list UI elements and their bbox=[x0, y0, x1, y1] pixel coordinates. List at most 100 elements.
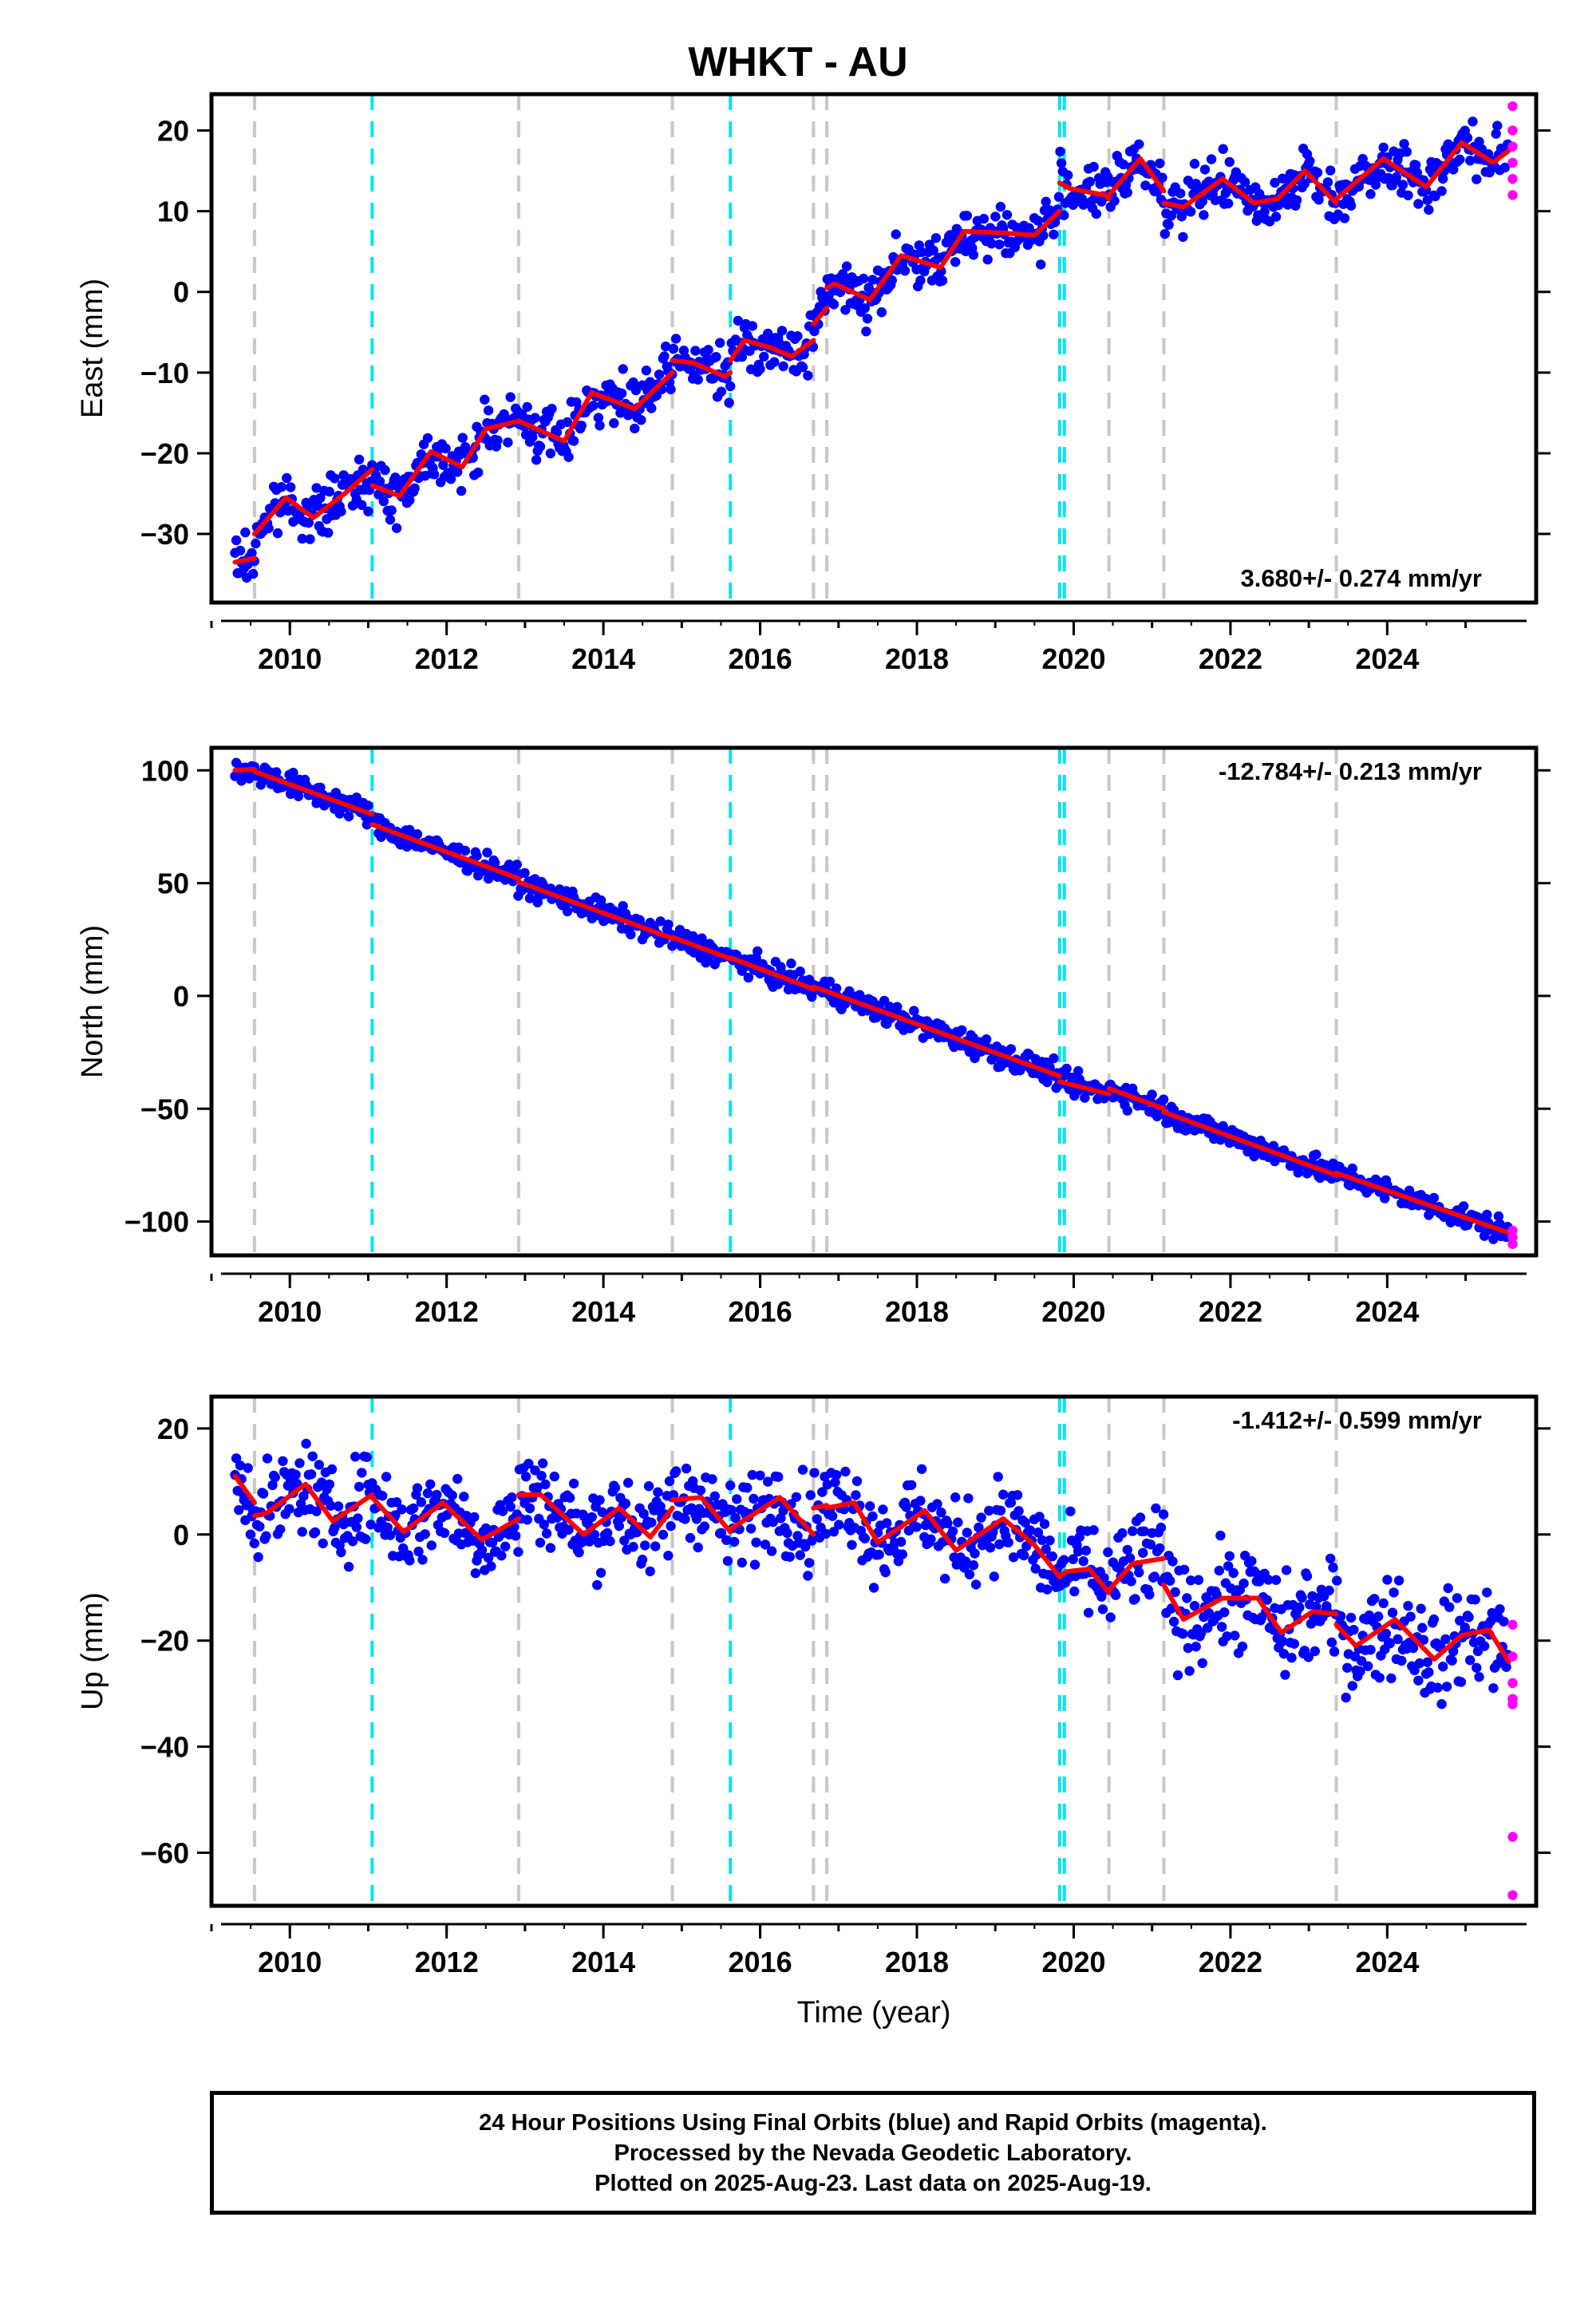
position-point bbox=[1347, 1163, 1358, 1174]
position-point bbox=[655, 916, 666, 927]
position-point bbox=[311, 1506, 322, 1517]
plot-area bbox=[230, 94, 1518, 603]
position-point bbox=[253, 1551, 263, 1563]
model-fit-line bbox=[1057, 1079, 1112, 1097]
position-point bbox=[531, 455, 542, 465]
position-point bbox=[460, 845, 471, 856]
position-point bbox=[1474, 1672, 1484, 1682]
position-point bbox=[595, 1567, 606, 1579]
position-point bbox=[378, 496, 389, 507]
position-point bbox=[587, 1512, 597, 1523]
position-point bbox=[412, 1483, 423, 1493]
position-point bbox=[1167, 1556, 1178, 1567]
position-point bbox=[409, 483, 420, 493]
position-point bbox=[405, 824, 415, 836]
x-tick-label: 2016 bbox=[729, 642, 792, 675]
position-point bbox=[1184, 1666, 1195, 1676]
position-point bbox=[1409, 1665, 1420, 1676]
position-point bbox=[282, 472, 292, 484]
model-fit-line bbox=[1333, 1170, 1511, 1235]
position-point bbox=[382, 1522, 393, 1533]
position-point bbox=[1455, 1615, 1465, 1626]
position-point bbox=[251, 538, 261, 549]
y-axis-label: North (mm) bbox=[76, 925, 109, 1078]
position-point bbox=[998, 1489, 1009, 1500]
position-point bbox=[947, 1526, 958, 1537]
position-point bbox=[1078, 1556, 1088, 1567]
position-point bbox=[385, 515, 396, 525]
position-point bbox=[1294, 1602, 1305, 1613]
position-point bbox=[1105, 1612, 1116, 1622]
position-point bbox=[1448, 164, 1459, 175]
position-point bbox=[522, 1515, 532, 1525]
position-point bbox=[751, 1537, 761, 1547]
position-point bbox=[1179, 1564, 1190, 1575]
position-point bbox=[609, 418, 619, 429]
position-point bbox=[646, 1517, 657, 1528]
model-fit-line bbox=[369, 418, 521, 499]
position-point bbox=[530, 1465, 540, 1476]
x-tick-label: 2018 bbox=[885, 1295, 949, 1328]
position-point bbox=[1482, 1209, 1492, 1220]
position-point bbox=[293, 791, 304, 801]
position-point bbox=[831, 983, 842, 994]
x-tick-label: 2022 bbox=[1199, 642, 1262, 675]
position-point bbox=[776, 326, 788, 336]
position-point bbox=[323, 528, 334, 538]
position-point bbox=[297, 533, 307, 544]
position-point bbox=[538, 1458, 548, 1468]
position-point bbox=[500, 1541, 511, 1552]
position-point bbox=[334, 808, 345, 819]
position-point bbox=[1084, 176, 1096, 187]
position-point bbox=[1470, 1595, 1480, 1605]
position-point bbox=[545, 1543, 556, 1553]
position-point bbox=[1328, 1563, 1338, 1573]
position-point bbox=[961, 1556, 971, 1567]
position-point bbox=[1003, 1537, 1013, 1548]
y-tick-label: −30 bbox=[140, 518, 189, 551]
position-point bbox=[1134, 139, 1144, 149]
x-tick-label: 2014 bbox=[571, 642, 635, 675]
position-point bbox=[650, 1541, 661, 1551]
position-point bbox=[928, 245, 938, 255]
position-point bbox=[620, 1498, 631, 1509]
position-point bbox=[1005, 1044, 1017, 1054]
position-point bbox=[824, 976, 836, 987]
position-point bbox=[324, 486, 334, 497]
position-point bbox=[416, 449, 426, 460]
position-point bbox=[503, 437, 513, 448]
position-point bbox=[782, 1528, 792, 1539]
position-point bbox=[1501, 1662, 1511, 1672]
position-point bbox=[1145, 1539, 1156, 1550]
caption-line-1: 24 Hour Positions Using Final Orbits (bl… bbox=[479, 2109, 1267, 2136]
position-point bbox=[867, 275, 878, 285]
y-tick-label: 0 bbox=[173, 276, 189, 309]
position-point bbox=[1078, 200, 1088, 210]
position-point bbox=[1151, 1503, 1161, 1514]
position-point bbox=[906, 1480, 917, 1491]
position-point bbox=[1486, 1616, 1496, 1626]
position-point bbox=[482, 848, 492, 858]
position-point bbox=[769, 357, 780, 367]
position-point bbox=[812, 1514, 822, 1524]
position-point bbox=[595, 1495, 605, 1505]
y-tick-label: 20 bbox=[157, 115, 189, 148]
position-point bbox=[693, 1542, 703, 1553]
position-point bbox=[1080, 1545, 1092, 1556]
position-point bbox=[420, 1529, 430, 1539]
position-point bbox=[1080, 1093, 1090, 1103]
position-point bbox=[1168, 1616, 1179, 1627]
position-point bbox=[398, 1543, 409, 1554]
position-point bbox=[522, 401, 532, 413]
y-tick-label: 100 bbox=[141, 754, 189, 787]
position-point bbox=[1332, 1575, 1342, 1586]
position-point bbox=[1499, 162, 1511, 173]
position-point bbox=[1219, 1607, 1230, 1618]
position-point bbox=[681, 1463, 692, 1474]
position-point bbox=[828, 1511, 838, 1521]
position-point bbox=[742, 1483, 753, 1493]
position-point bbox=[343, 1562, 354, 1572]
position-point bbox=[524, 893, 535, 903]
position-point bbox=[840, 1466, 851, 1477]
rapid-orbit-point bbox=[1507, 157, 1518, 168]
